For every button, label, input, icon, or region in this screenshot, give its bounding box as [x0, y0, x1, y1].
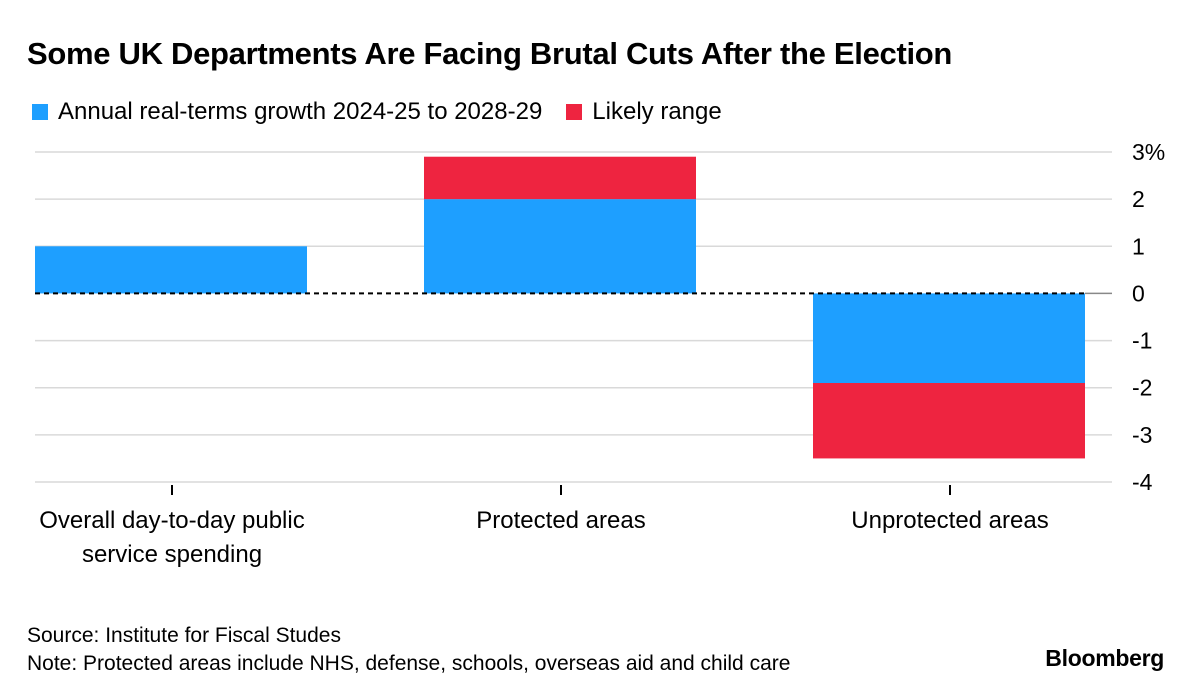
y-tick-label: 0	[1132, 280, 1145, 306]
bar-growth	[35, 246, 307, 294]
legend-item-growth: Annual real-terms growth 2024-25 to 2028…	[32, 98, 542, 126]
y-tick-label: 2	[1132, 186, 1145, 212]
x-category-label: Unprotected areas	[851, 507, 1048, 534]
bar-likely-range	[424, 156, 696, 200]
x-category-label: Protected areas	[476, 507, 645, 534]
legend-swatch-range	[566, 104, 583, 120]
y-tick-label: -4	[1132, 469, 1153, 495]
y-tick-label: -3	[1132, 422, 1152, 448]
legend-swatch-growth	[32, 104, 48, 120]
y-tick-label: 3%	[1132, 139, 1165, 165]
legend: Annual real-terms growth 2024-25 to 2028…	[32, 98, 746, 126]
y-tick-label: -2	[1132, 375, 1152, 401]
x-category-label: Overall day-to-day public	[39, 507, 304, 534]
bar-likely-range	[813, 383, 1085, 459]
bloomberg-logo: Bloomberg	[1045, 645, 1164, 671]
footer: Source: Institute for Fiscal Studes Note…	[27, 622, 790, 678]
y-tick-label: 1	[1132, 233, 1145, 259]
x-category-label: service spending	[82, 541, 262, 568]
y-tick-label: -1	[1132, 328, 1152, 354]
bar-growth	[813, 293, 1085, 383]
legend-label-growth: Annual real-terms growth 2024-25 to 2028…	[58, 98, 543, 125]
source-note: Source: Institute for Fiscal Studes	[27, 624, 341, 647]
chart-title: Some UK Departments Are Facing Brutal Cu…	[27, 36, 953, 71]
footnote: Note: Protected areas include NHS, defen…	[27, 652, 791, 675]
bar-growth	[424, 199, 696, 294]
legend-label-range: Likely range	[592, 98, 722, 125]
legend-item-range: Likely range	[566, 98, 722, 126]
